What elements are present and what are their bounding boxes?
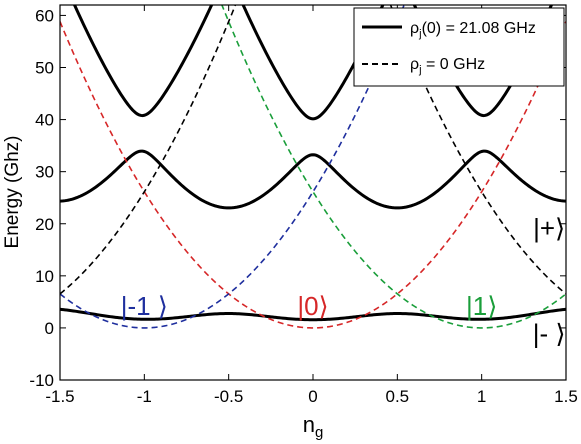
y-axis-label: Energy (Ghz)	[2, 136, 23, 249]
y-tick-label: 0	[45, 319, 54, 338]
x-tick-label: 0.5	[386, 387, 410, 406]
state-label: |- ⟩	[533, 319, 566, 349]
y-tick-label: 50	[35, 59, 54, 78]
charge-parabola-6	[221, 5, 566, 329]
y-tick-label: 30	[35, 163, 54, 182]
state-label: |0⟩	[297, 291, 328, 321]
x-tick-label: -0.5	[214, 387, 243, 406]
state-annotations: |-1 ⟩ |0⟩ |1⟩ |+⟩ |- ⟩	[121, 213, 566, 349]
eigenlevel-curve-2	[72, 5, 554, 121]
x-tick-label: 1	[477, 387, 486, 406]
eigenlevel-curve-1	[60, 149, 566, 210]
state-label: |1⟩	[466, 291, 497, 321]
y-axis-ticks: -10 0 10 20 30 40 50 60	[29, 6, 566, 390]
charge-parabola-7	[60, 5, 237, 295]
charge-parabola-5	[60, 5, 405, 329]
y-tick-label: 40	[35, 111, 54, 130]
x-tick-label: -1	[137, 387, 152, 406]
x-tick-label: 0	[308, 387, 317, 406]
eigenlevel-curve-0	[60, 307, 566, 322]
y-tick-label: -10	[29, 371, 54, 390]
legend-box	[353, 7, 565, 87]
y-tick-label: 10	[35, 267, 54, 286]
x-tick-label: 1.5	[554, 387, 578, 406]
x-tick-label: -1.5	[45, 387, 74, 406]
plot-curves	[60, 5, 566, 329]
y-tick-label: 20	[35, 215, 54, 234]
state-label: |-1 ⟩	[121, 291, 168, 321]
legend: ρj(0) = 21.08 GHz ρj = 0 GHz	[353, 7, 565, 87]
state-label: |+⟩	[533, 213, 565, 243]
x-axis-ticks: -1.5 -1 -0.5 0 0.5 1 1.5	[45, 5, 578, 406]
legend-label-solid: ρj(0) = 21.08 GHz	[410, 20, 536, 40]
legend-label-dashed: ρj = 0 GHz	[410, 56, 485, 76]
x-axis-label: ng	[303, 412, 324, 441]
y-tick-label: 60	[35, 6, 54, 25]
